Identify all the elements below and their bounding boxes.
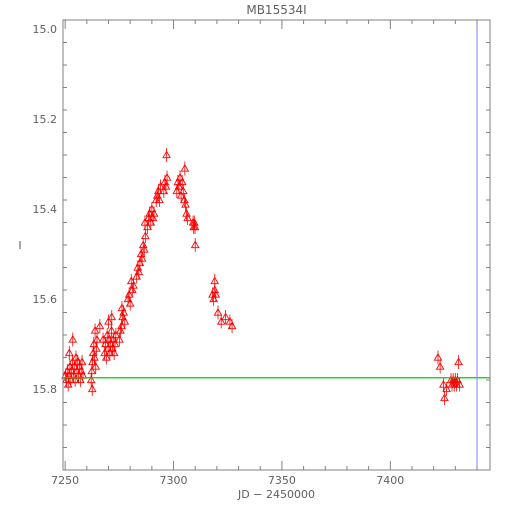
data-point [190, 238, 200, 252]
data-point [117, 301, 127, 315]
data-point [440, 391, 449, 405]
data-point [137, 251, 147, 266]
data-point [110, 337, 120, 351]
data-point [190, 220, 200, 234]
data-point [86, 373, 96, 387]
data-point [71, 350, 81, 365]
data-point [182, 206, 191, 221]
data-point [127, 283, 137, 297]
data-point [90, 350, 99, 365]
y-axis-title: I [18, 239, 21, 252]
data-point [104, 314, 113, 329]
data-point [109, 346, 119, 360]
data-point [442, 382, 452, 396]
data-point [180, 161, 190, 176]
data-point [107, 310, 117, 324]
data-point [213, 305, 223, 320]
data-point [161, 179, 171, 194]
y-tick-label: 15.8 [33, 383, 58, 396]
data-point [162, 148, 171, 162]
data-point [92, 341, 101, 356]
data-point [92, 332, 102, 347]
data-point [64, 346, 74, 360]
data-point [124, 287, 134, 302]
data-point [435, 359, 445, 374]
data-point [66, 373, 76, 387]
data-point [180, 193, 189, 207]
data-point [125, 296, 135, 311]
x-tick-label: 7400 [376, 474, 404, 487]
data-point [63, 377, 73, 392]
axis-layer: 7250 7300 7350 7400 15.0 15.2 15.4 15.6 15.8 [33, 19, 490, 487]
data-point [162, 170, 172, 185]
data-point [227, 319, 237, 333]
data-point [87, 364, 97, 378]
data-point [174, 179, 184, 194]
data-point [111, 328, 121, 342]
data-point [101, 350, 111, 365]
data-point [439, 377, 448, 392]
data-point [90, 323, 100, 338]
data-point [211, 287, 221, 302]
x-tick-label: 7350 [268, 474, 296, 487]
data-point [181, 197, 190, 212]
plot-frame [62, 19, 491, 471]
data-point [105, 346, 115, 360]
data-point [120, 314, 130, 329]
data-point [114, 332, 124, 347]
chart-title: MB15534I [246, 3, 306, 17]
data-point [149, 206, 159, 221]
data-point [216, 314, 226, 329]
data-point [116, 323, 125, 338]
data-point [156, 179, 165, 194]
data-point [107, 323, 116, 338]
data-point [126, 274, 136, 288]
data-point [77, 355, 87, 369]
data-point [183, 211, 193, 225]
y-tick-label: 15.6 [33, 293, 58, 306]
data-point [100, 346, 109, 360]
data-point [88, 346, 98, 360]
x-tick-label: 7300 [160, 474, 188, 487]
data-point [70, 373, 80, 387]
y-tick-label: 15.0 [33, 23, 58, 36]
data-point [454, 355, 463, 369]
data-point [68, 332, 78, 347]
x-tick-label: 7250 [51, 474, 79, 487]
data-point [143, 220, 152, 234]
data-point [455, 377, 465, 392]
data-point [117, 319, 126, 333]
data-point [139, 242, 149, 257]
y-tick-label: 15.2 [33, 113, 58, 126]
x-axis-title: JD − 2450000 [237, 488, 315, 501]
data-point [75, 373, 85, 387]
y-tick-label: 15.4 [33, 203, 58, 216]
data-point [148, 211, 158, 225]
data-point [95, 319, 105, 333]
data-point [210, 274, 220, 288]
data-point [87, 382, 97, 396]
data-point [178, 184, 188, 198]
data-point [91, 359, 101, 374]
data-point [155, 193, 164, 207]
data-point [221, 310, 230, 324]
data-point [134, 265, 144, 279]
data-point [177, 175, 187, 189]
data-point [140, 229, 150, 243]
data-point [433, 350, 443, 365]
data-layer [61, 148, 465, 405]
